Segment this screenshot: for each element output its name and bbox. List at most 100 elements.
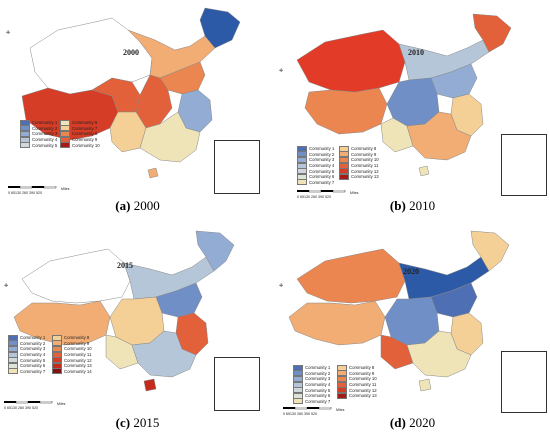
region-tibet (304, 87, 388, 135)
panel-caption: (b) 2010 (275, 198, 550, 214)
legend-item-label: Community 10 (72, 142, 100, 148)
legend-item-label: Community 6 (72, 120, 98, 126)
legend-item-label: Community 2 (309, 151, 335, 157)
legend-item: Community 6 (297, 173, 335, 180)
legend-item: Community 1 (20, 119, 57, 126)
legend-item: Community 1 (297, 145, 335, 152)
legend-item: Community 1 (8, 334, 45, 341)
legend-item-label: Community 3 (309, 157, 335, 163)
region-innermongolia (398, 39, 490, 81)
china-map-2020 (288, 230, 510, 392)
scale-bar: Miles 0 65130 260 390 520 (8, 185, 69, 195)
region-north (430, 63, 478, 99)
legend-item-label: Community 9 (64, 340, 90, 346)
legend-item: Community 12 (339, 168, 379, 175)
legend-swatch (52, 345, 62, 352)
legend-item: Community 9 (339, 151, 379, 158)
legend-column-left: Community 1 Community 2 Community 3 Comm… (293, 364, 331, 405)
legend-item: Community 13 (339, 173, 379, 180)
panel-caption: (d) 2020 (275, 415, 550, 431)
legend-item: Community 10 (337, 375, 377, 382)
scale-bar-graphic (4, 400, 53, 404)
legend-column-left: Community 1 Community 2 Community 3 Comm… (20, 119, 58, 149)
scale-bar-graphic (297, 189, 346, 193)
south-china-sea-inset (214, 357, 260, 411)
region-south (406, 330, 472, 378)
legend-swatch (293, 364, 303, 371)
legend-item-label: Community 5 (305, 387, 331, 393)
legend-item: Community 3 (293, 375, 330, 382)
compass-rose-icon: ✛ (279, 68, 284, 74)
panel-caption: (a) 2000 (0, 198, 275, 214)
legend-item-label: Community 7 (309, 179, 335, 185)
legend-item: Community 5 (293, 387, 331, 394)
legend-item-label: Community 13 (64, 363, 92, 369)
legend-swatch (297, 179, 307, 186)
region-tibet (288, 300, 386, 346)
legend-swatch (293, 392, 303, 399)
region-hainan (143, 378, 157, 392)
legend-item: Community 8 (60, 130, 100, 137)
map-year-label: 2010 (408, 48, 424, 57)
legend-item-label: Community 13 (351, 174, 379, 180)
scale-bar-graphic (283, 406, 332, 410)
caption-letter: (a) (115, 198, 131, 213)
south-china-sea-inset (214, 140, 260, 194)
legend-item-label: Community 2 (32, 125, 58, 131)
legend-swatch (8, 357, 18, 364)
caption-year: 2015 (133, 415, 160, 430)
legend-swatch (297, 151, 307, 158)
legend-item: Community 11 (339, 162, 379, 169)
legend-swatch (20, 130, 30, 137)
compass-rose-icon: ✛ (279, 283, 284, 289)
china-map-2015 (13, 230, 235, 392)
legend-swatch (8, 351, 18, 358)
legend-item-label: Community 1 (305, 365, 331, 371)
legend-swatch (52, 357, 62, 364)
legend-item: Community 10 (52, 345, 92, 352)
legend-item: Community 7 (8, 368, 45, 375)
legend-item-label: Community 8 (64, 335, 90, 341)
legend-item-label: Community 1 (309, 146, 335, 152)
legend-item-label: Community 7 (72, 125, 98, 131)
legend-swatch (339, 168, 349, 175)
legend-column-right: Community 8 Community 9 Community 10 Com… (339, 145, 379, 180)
map-panel-2000: ✛ 2000 Community 1 Community 2 Community… (0, 0, 275, 217)
scale-bar: Miles 0 65130 260 390 520 (4, 400, 66, 410)
scale-bar: Miles 0 65130 260 390 520 (283, 406, 344, 416)
legend-item: Community 2 (293, 370, 331, 377)
region-south (406, 111, 472, 161)
legend-item-label: Community 12 (351, 168, 379, 174)
compass-rose-icon: ✛ (4, 283, 9, 289)
legend-item-label: Community 3 (20, 346, 46, 352)
legend-item-label: Community 9 (349, 370, 375, 376)
legend-swatch (52, 362, 62, 369)
map-year-label: 2000 (123, 48, 139, 57)
scale-bar-unit: Miles (57, 402, 66, 406)
legend-swatch (339, 173, 349, 180)
legend-swatch (293, 381, 303, 388)
legend-swatch (337, 387, 347, 394)
legend-swatch (339, 162, 349, 169)
legend-item-label: Community 2 (305, 370, 331, 376)
legend-swatch (8, 334, 18, 341)
legend-item-label: Community 11 (64, 352, 92, 358)
region-northwest (296, 248, 406, 304)
legend-swatch (20, 136, 30, 143)
legend-item-label: Community 2 (20, 340, 46, 346)
legend-swatch (293, 398, 303, 405)
legend-item-label: Community 9 (72, 137, 98, 143)
legend-item-label: Community 14 (64, 368, 92, 374)
region-north (430, 282, 478, 318)
legend-item-label: Community 6 (309, 174, 335, 180)
scale-bar-graphic (8, 185, 57, 189)
legend-item: Community 2 (20, 125, 58, 132)
legend-swatch (339, 156, 349, 163)
legend-item-label: Community 12 (349, 387, 377, 393)
legend-column-left: Community 1 Community 2 Community 3 Comm… (8, 334, 46, 375)
region-south (139, 111, 201, 163)
legend-item: Community 6 (293, 392, 331, 399)
legend-swatch (52, 368, 62, 375)
scale-bar-unit: Miles (350, 191, 359, 195)
legend-item-label: Community 6 (305, 393, 331, 399)
